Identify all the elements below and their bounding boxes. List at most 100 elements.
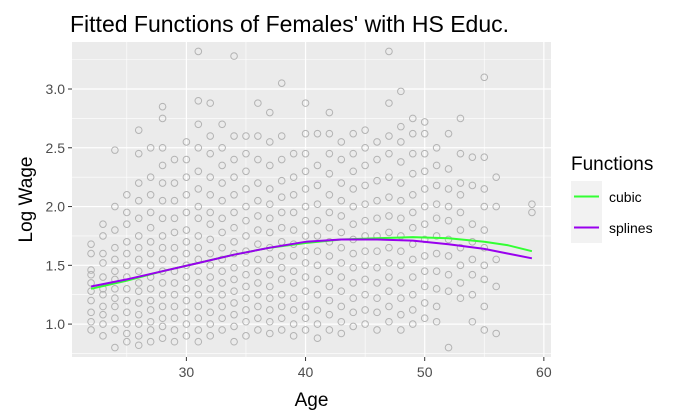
data-point xyxy=(254,326,262,334)
data-point xyxy=(349,185,358,193)
data-point xyxy=(111,294,119,303)
data-point xyxy=(182,155,191,164)
data-point xyxy=(158,143,167,152)
data-point xyxy=(277,302,286,311)
data-point xyxy=(134,255,143,264)
data-point xyxy=(373,326,381,334)
data-point xyxy=(468,317,477,326)
data-point xyxy=(254,196,262,205)
data-point xyxy=(373,214,381,223)
data-point xyxy=(87,296,95,305)
data-point xyxy=(123,329,131,338)
data-point xyxy=(146,190,155,199)
data-point xyxy=(134,279,143,287)
data-point xyxy=(456,243,465,252)
data-point xyxy=(194,279,203,287)
data-point xyxy=(385,243,393,252)
data-point xyxy=(218,279,226,287)
data-point xyxy=(99,232,107,240)
data-point xyxy=(265,185,274,193)
legend-label-cubic: cubic xyxy=(609,189,642,205)
data-point xyxy=(265,294,274,303)
data-point xyxy=(361,200,369,209)
data-point xyxy=(301,149,310,158)
data-point xyxy=(111,243,119,252)
data-point xyxy=(480,153,489,161)
data-point xyxy=(111,285,119,293)
data-point xyxy=(397,87,405,96)
data-point xyxy=(230,299,238,307)
data-point xyxy=(87,308,95,317)
data-point xyxy=(337,273,346,281)
data-point xyxy=(313,320,322,328)
plot-panel xyxy=(72,42,551,357)
data-point xyxy=(397,214,405,223)
data-point xyxy=(218,314,226,323)
data-point xyxy=(230,190,238,199)
data-point xyxy=(397,326,405,334)
data-point xyxy=(361,126,369,134)
data-point xyxy=(230,132,238,140)
data-point xyxy=(254,226,262,234)
chart-title: Fitted Functions of Females' with HS Edu… xyxy=(70,11,509,37)
data-point xyxy=(146,296,155,305)
data-point xyxy=(218,214,226,223)
data-point xyxy=(194,314,203,323)
data-point xyxy=(468,255,477,264)
data-point xyxy=(182,173,191,181)
data-point xyxy=(444,270,453,279)
data-point xyxy=(87,326,95,334)
data-point xyxy=(134,332,143,340)
data-point xyxy=(373,176,381,185)
data-point xyxy=(87,240,95,248)
data-point xyxy=(301,129,310,138)
data-point xyxy=(265,214,274,223)
data-point xyxy=(456,114,465,123)
data-point xyxy=(385,212,393,220)
data-point xyxy=(480,226,489,234)
data-point xyxy=(492,282,500,291)
data-point xyxy=(492,202,500,211)
data-point xyxy=(480,302,489,311)
data-point xyxy=(349,220,358,228)
x-tick-label: 30 xyxy=(179,364,195,380)
data-point xyxy=(349,279,358,287)
data-point xyxy=(432,181,441,190)
data-point xyxy=(194,96,203,105)
data-point xyxy=(158,243,167,252)
y-tick-label: 2.0 xyxy=(46,199,66,215)
data-point xyxy=(408,114,417,123)
data-point xyxy=(397,158,405,166)
data-point xyxy=(254,132,262,140)
data-point xyxy=(277,79,286,87)
data-point xyxy=(242,332,250,340)
data-point xyxy=(361,161,369,170)
data-point xyxy=(289,267,298,275)
data-point xyxy=(242,270,250,279)
data-point xyxy=(123,320,131,328)
data-point xyxy=(182,190,191,199)
data-point xyxy=(242,202,250,211)
data-point xyxy=(134,341,143,350)
data-point xyxy=(325,282,334,291)
data-point xyxy=(194,120,203,129)
data-point xyxy=(361,290,369,299)
data-point xyxy=(146,285,155,293)
data-point xyxy=(218,243,226,252)
data-point xyxy=(277,132,286,140)
data-point xyxy=(230,287,238,295)
data-point xyxy=(254,155,262,164)
data-point xyxy=(361,261,369,270)
data-point xyxy=(123,220,131,228)
data-point xyxy=(480,275,489,284)
data-point xyxy=(420,220,429,228)
data-point xyxy=(134,310,143,319)
data-point xyxy=(420,149,429,158)
data-point xyxy=(325,149,334,158)
data-point xyxy=(218,302,226,311)
data-point xyxy=(170,302,179,311)
data-point xyxy=(408,273,417,281)
data-point xyxy=(134,320,143,328)
data-point xyxy=(313,200,322,209)
data-point xyxy=(254,267,262,275)
